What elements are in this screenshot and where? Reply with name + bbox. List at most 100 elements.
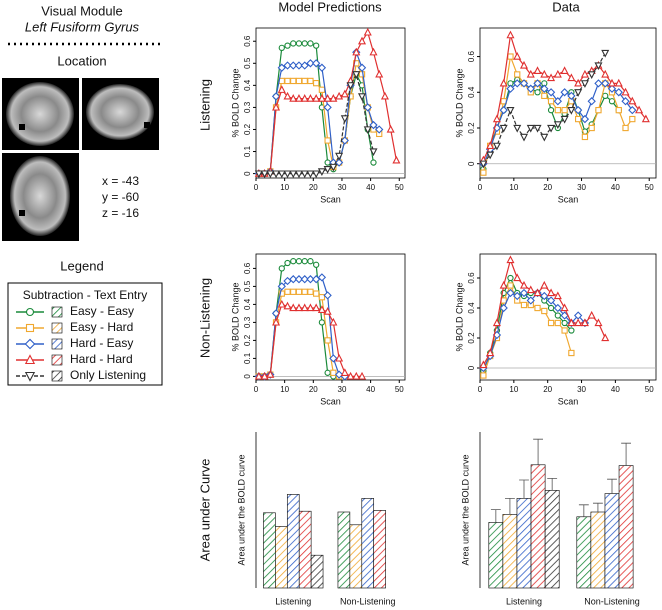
x-tick-label: 10 (509, 183, 518, 192)
marker (295, 40, 303, 47)
marker (301, 288, 308, 295)
marker (369, 120, 378, 130)
marker (601, 69, 610, 78)
x-tick-label: Listening (275, 596, 311, 606)
marker (301, 77, 308, 85)
legend-swatch (51, 322, 63, 334)
error-bar (547, 478, 558, 491)
marker (614, 78, 623, 87)
legend-label: Only Listening (70, 368, 146, 382)
marker (635, 105, 644, 114)
marker (540, 133, 549, 142)
legend-swatch (51, 370, 63, 382)
marker (601, 333, 610, 342)
marker (513, 273, 522, 282)
marker (380, 91, 389, 100)
y-tick-label: 0.6 (243, 35, 252, 47)
series-line (258, 49, 380, 175)
y-tick-label: 0.2 (467, 332, 476, 344)
y-axis-label: % BOLD Change (230, 282, 240, 351)
marker (540, 291, 549, 301)
marker (580, 80, 589, 88)
marker (533, 66, 542, 75)
marker (519, 133, 529, 142)
marker (340, 89, 349, 98)
marker (534, 304, 541, 312)
marker (622, 124, 629, 132)
marker (486, 348, 495, 357)
x-tick-label: 0 (478, 183, 483, 192)
legend-label: Hard - Easy (70, 336, 133, 350)
marker (560, 88, 569, 97)
marker (370, 159, 377, 166)
marker (317, 273, 327, 282)
marker (317, 63, 327, 72)
x-tick-label: 50 (645, 183, 654, 192)
marker (560, 66, 569, 75)
y-tick-label: 0.4 (243, 298, 252, 310)
marker (369, 47, 378, 56)
x-tick-label: 10 (280, 385, 289, 394)
column-title: Data (552, 0, 580, 14)
x-tick-label: Non-Listening (584, 596, 640, 606)
error-bar (621, 442, 632, 466)
marker (392, 155, 401, 164)
marker (506, 288, 515, 298)
marker (323, 103, 332, 112)
x-tick-label: 20 (543, 183, 552, 192)
marker (277, 85, 286, 93)
marker (614, 88, 623, 97)
marker (289, 303, 298, 312)
x-tick-label: 0 (478, 385, 483, 394)
marker (499, 105, 508, 115)
marker (277, 282, 286, 291)
x-axis-label: Scan (558, 194, 579, 204)
x-tick-label: 50 (645, 385, 654, 394)
marker (278, 44, 285, 52)
marker (289, 94, 298, 102)
marker (568, 349, 575, 357)
marker (313, 290, 320, 297)
y-axis-label: % BOLD Change (230, 68, 240, 137)
marker (547, 288, 556, 297)
marker (567, 318, 576, 327)
marker (335, 353, 344, 362)
marker (561, 327, 568, 334)
error-bar (592, 502, 603, 512)
marker (300, 303, 309, 312)
marker (306, 303, 315, 312)
marker (547, 106, 555, 114)
marker (306, 275, 315, 284)
marker (307, 77, 314, 85)
bar (530, 464, 546, 589)
marker (386, 124, 395, 133)
y-axis-label: % BOLD Change (454, 68, 464, 137)
marker (25, 307, 35, 317)
bar (618, 465, 634, 589)
series-line (482, 292, 586, 369)
marker (301, 258, 308, 265)
marker (526, 84, 535, 93)
marker (567, 106, 576, 115)
marker (526, 285, 535, 294)
marker (506, 84, 515, 93)
marker (514, 71, 521, 78)
legend-box (7, 282, 163, 386)
marker (312, 170, 321, 179)
marker (486, 141, 495, 150)
marker (587, 71, 596, 79)
marker (513, 79, 522, 88)
marker (335, 152, 344, 161)
marker (540, 69, 549, 78)
marker (295, 258, 303, 265)
marker (260, 371, 269, 380)
marker (283, 61, 292, 70)
marker (574, 78, 583, 87)
marker (357, 93, 367, 101)
marker (254, 170, 263, 179)
marker (313, 261, 320, 268)
marker (329, 94, 338, 102)
marker (289, 170, 298, 179)
marker (24, 371, 36, 382)
